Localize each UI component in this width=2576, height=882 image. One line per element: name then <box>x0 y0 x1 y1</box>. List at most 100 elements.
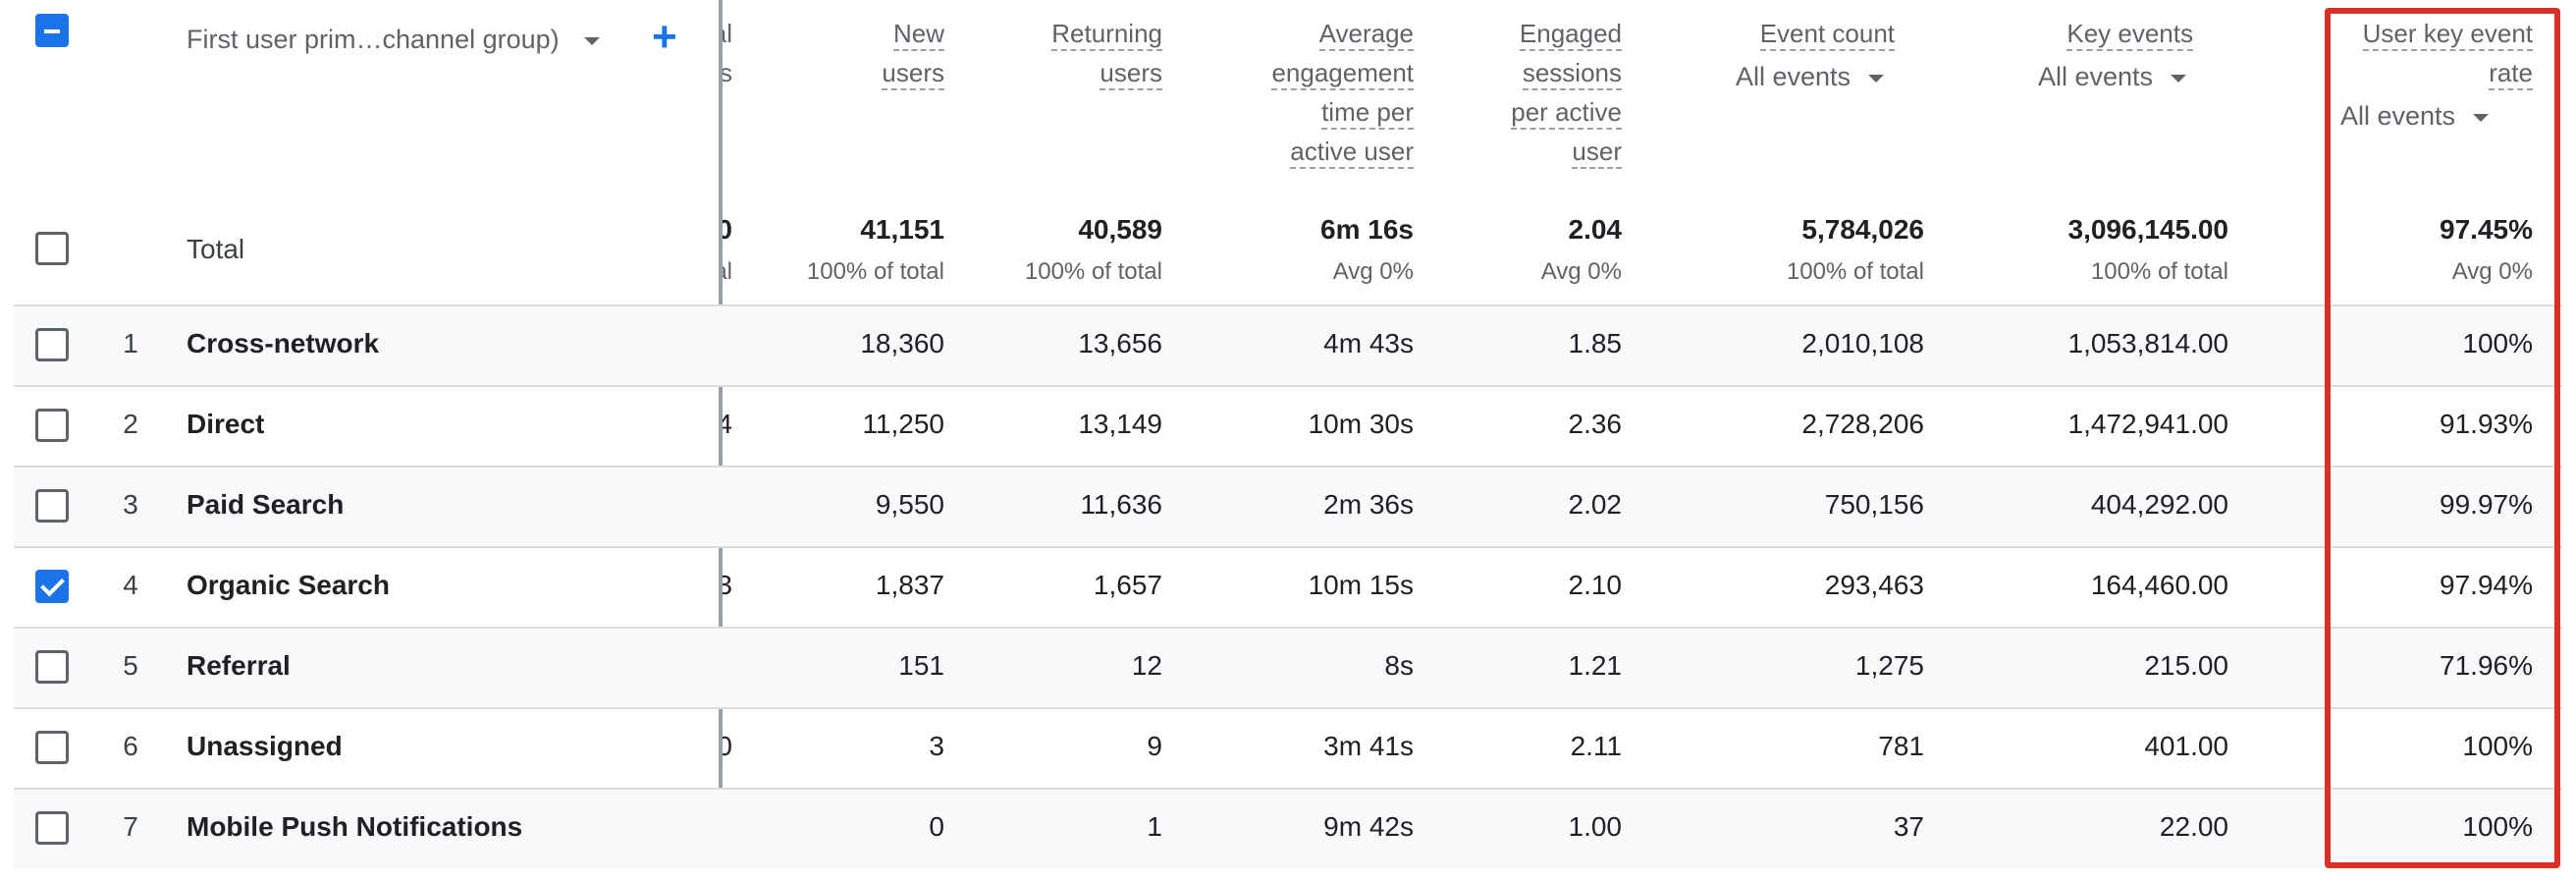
dimension-selector[interactable]: First user prim…channel group) <box>187 20 601 59</box>
cell-engaged-sessions: 2.11 <box>1570 731 1622 761</box>
clipped-cell: 4 <box>723 409 732 439</box>
table-row[interactable] <box>14 304 2562 385</box>
cell-user-key-event-rate: 100% <box>2462 328 2533 358</box>
plus-icon[interactable]: + <box>652 13 677 61</box>
row-checkbox[interactable] <box>35 489 69 523</box>
total-avg-engagement-sub: Avg 0% <box>1332 258 1414 285</box>
cell-user-key-event-rate: 91.93% <box>2440 409 2533 439</box>
header-returning-users[interactable]: Returning users <box>982 14 1162 92</box>
clipped-cell: 3 <box>723 570 732 600</box>
row-rank: 1 <box>123 328 138 358</box>
key-events-filter[interactable]: All events <box>2038 57 2187 96</box>
total-new-users: 41,151 <box>860 214 944 245</box>
cell-key-events: 404,292.00 <box>2090 489 2228 520</box>
cell-new-users: 151 <box>898 650 944 681</box>
row-rank: 4 <box>123 570 138 600</box>
total-returning-users: 40,589 <box>1078 214 1162 245</box>
total-new-users-sub: 100% of total <box>806 258 944 285</box>
row-checkbox[interactable] <box>35 328 69 361</box>
cell-new-users: 11,250 <box>862 409 944 439</box>
table-row[interactable] <box>14 788 2562 868</box>
row-channel[interactable]: Mobile Push Notifications <box>187 811 523 842</box>
row-checkbox[interactable] <box>35 650 69 684</box>
cell-user-key-event-rate: 100% <box>2462 731 2533 761</box>
cell-engaged-sessions: 2.10 <box>1568 570 1623 600</box>
frozen-column-divider[interactable] <box>719 0 723 868</box>
header-event-count[interactable]: Event count <box>1659 14 1895 53</box>
total-event-count: 5,784,026 <box>1801 214 1924 245</box>
clipped-header-line-2: s <box>723 58 732 87</box>
total-user-key-event-rate-sub: Avg 0% <box>2451 258 2533 285</box>
caret-down-icon <box>2473 113 2490 122</box>
row-channel[interactable]: Paid Search <box>187 489 345 520</box>
cell-returning-users: 13,149 <box>1078 409 1162 439</box>
cell-returning-users: 1,657 <box>1093 570 1162 600</box>
row-checkbox[interactable] <box>35 409 69 442</box>
cell-engaged-sessions: 1.85 <box>1568 328 1623 358</box>
table-row[interactable] <box>14 707 2562 788</box>
row-rank: 7 <box>123 811 138 842</box>
select-all-checkbox[interactable] <box>35 14 69 47</box>
row-channel[interactable]: Unassigned <box>187 731 343 761</box>
cell-event-count: 2,010,108 <box>1801 328 1924 358</box>
cell-avg-engagement: 10m 30s <box>1308 409 1414 439</box>
cell-event-count: 293,463 <box>1824 570 1924 600</box>
cell-key-events: 1,472,941.00 <box>2067 409 2229 439</box>
cell-event-count: 2,728,206 <box>1801 409 1924 439</box>
total-key-events: 3,096,145.00 <box>2067 214 2229 245</box>
cell-returning-users: 12 <box>1131 650 1162 681</box>
cell-key-events: 215.00 <box>2144 650 2228 681</box>
total-user-key-event-rate: 97.45% <box>2440 214 2533 245</box>
total-checkbox[interactable] <box>35 232 69 265</box>
cell-key-events: 1,053,814.00 <box>2067 328 2229 358</box>
total-key-events-sub: 100% of total <box>2090 258 2228 285</box>
cell-avg-engagement: 2m 36s <box>1323 489 1414 520</box>
total-engaged-sessions: 2.04 <box>1568 214 1623 245</box>
clipped-header-line-1: al <box>723 19 732 48</box>
user-key-event-rate-filter[interactable]: All events <box>2340 96 2490 136</box>
header-key-events[interactable]: Key events <box>1954 14 2193 53</box>
total-label: Total <box>187 234 245 264</box>
cell-avg-engagement: 9m 42s <box>1323 811 1414 842</box>
cell-user-key-event-rate: 100% <box>2462 811 2533 842</box>
row-rank: 5 <box>123 650 138 681</box>
header-engaged-sessions[interactable]: Engaged sessions per active user <box>1443 14 1622 171</box>
cell-new-users: 1,837 <box>875 570 944 600</box>
total-event-count-sub: 100% of total <box>1786 258 1924 285</box>
cell-event-count: 781 <box>1878 731 1924 761</box>
header-avg-engagement[interactable]: Average engagement time per active user <box>1188 14 1414 171</box>
dimension-label: First user prim…channel group) <box>187 25 560 54</box>
event-count-filter[interactable]: All events <box>1736 57 1885 96</box>
cell-avg-engagement: 4m 43s <box>1323 328 1414 358</box>
cell-key-events: 401.00 <box>2144 731 2228 761</box>
cell-event-count: 37 <box>1893 811 1924 842</box>
row-channel[interactable]: Referral <box>187 650 291 681</box>
clipped-total-sub: al <box>723 258 732 285</box>
cell-event-count: 750,156 <box>1824 489 1924 520</box>
caret-down-icon <box>584 36 601 45</box>
row-channel[interactable]: Cross-network <box>187 328 380 358</box>
indeterminate-checkbox-icon <box>44 29 60 33</box>
row-checkbox[interactable] <box>35 811 69 845</box>
cell-user-key-event-rate: 71.96% <box>2440 650 2533 681</box>
header-user-key-event-rate[interactable]: User key event rate <box>2258 14 2533 92</box>
table-row[interactable] <box>14 627 2562 707</box>
cell-new-users: 9,550 <box>875 489 944 520</box>
table-row[interactable] <box>14 385 2562 466</box>
cell-new-users: 0 <box>929 811 944 842</box>
table-row[interactable] <box>14 466 2562 546</box>
cell-returning-users: 9 <box>1147 731 1162 761</box>
total-returning-users-sub: 100% of total <box>1024 258 1162 285</box>
row-channel[interactable]: Direct <box>187 409 265 439</box>
total-avg-engagement: 6m 16s <box>1320 214 1414 245</box>
table-row[interactable] <box>14 546 2562 627</box>
cell-returning-users: 11,636 <box>1080 489 1162 520</box>
cell-engaged-sessions: 2.36 <box>1568 409 1623 439</box>
cell-avg-engagement: 10m 15s <box>1308 570 1414 600</box>
row-channel[interactable]: Organic Search <box>187 570 390 600</box>
caret-down-icon <box>1868 74 1885 83</box>
row-checkbox[interactable] <box>35 570 69 603</box>
header-new-users[interactable]: New users <box>766 14 944 92</box>
row-rank: 6 <box>123 731 138 761</box>
row-checkbox[interactable] <box>35 731 69 764</box>
